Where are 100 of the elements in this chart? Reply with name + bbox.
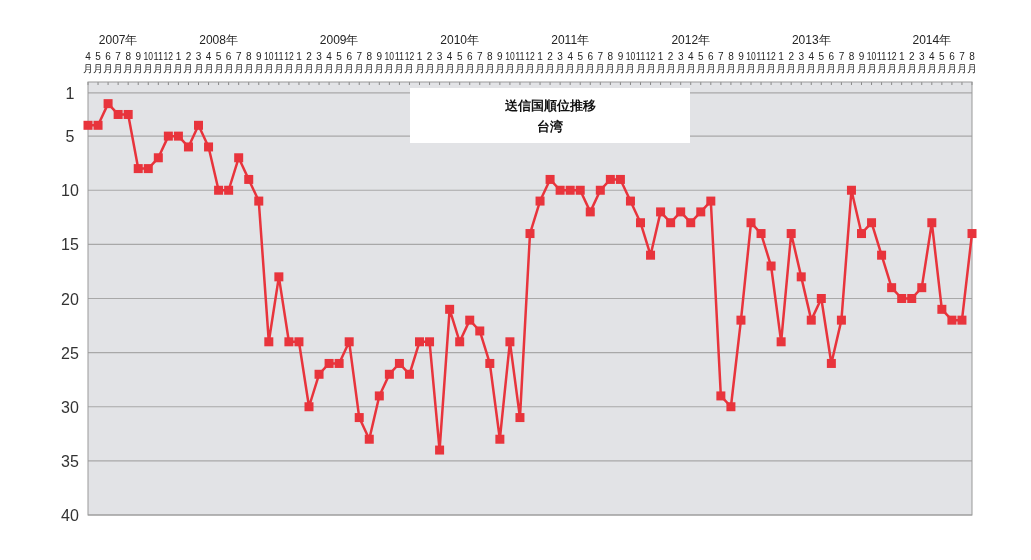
x-tick-label: 1月 — [293, 51, 304, 74]
x2-tick-label: 2011年 — [551, 33, 590, 47]
x2-tick-label: 2010年 — [440, 33, 480, 47]
x2-tick-label: 2009年 — [319, 33, 359, 47]
y-tick-label: 15 — [61, 236, 79, 254]
y-tick-label: 35 — [61, 452, 79, 470]
x-tick-label: 8月 — [725, 51, 736, 74]
x-tick-label: 11月 — [876, 51, 888, 74]
x-tick-label: 12月 — [283, 51, 296, 74]
x-tick-label: 4月 — [926, 51, 937, 74]
x-tick-label: 4月 — [203, 51, 214, 74]
x-tick-label: 2月 — [665, 51, 676, 74]
x-tick-label: 12月 — [645, 51, 657, 74]
x-tick-label: 7月 — [233, 51, 244, 74]
x-tick-label: 11月 — [394, 51, 406, 74]
x-tick-label: 5月 — [936, 51, 947, 74]
x-tick-label: 3月 — [675, 51, 686, 74]
y-tick-label: 1 — [65, 84, 75, 102]
x-tick-label: 2月 — [183, 51, 194, 74]
x-tick-label: 1月 — [655, 51, 666, 74]
x-tick-label: 9月 — [735, 51, 746, 74]
x-tick-label: 3月 — [555, 51, 566, 74]
x-tick-label: 6月 — [705, 51, 716, 74]
x-tick-label: 6月 — [344, 51, 355, 74]
x2-tick-label: 2012年 — [671, 33, 711, 47]
x-tick-label: 10月 — [504, 51, 517, 74]
x-tick-label: 3月 — [796, 51, 807, 74]
text: 送信国順位推移 — [503, 98, 596, 113]
x-tick-label: 11月 — [756, 51, 767, 74]
y-tick-label: 25 — [61, 344, 79, 362]
y-tick-label: 20 — [61, 290, 79, 308]
x-tick-label: 11月 — [273, 51, 285, 74]
x-tick-label: 9月 — [615, 51, 626, 74]
x-tick-label: 8月 — [846, 51, 857, 74]
x-tick-label: 7月 — [836, 51, 847, 74]
x-tick-label: 9月 — [253, 51, 264, 74]
x-tick-label: 1月 — [896, 51, 907, 74]
x-tick-label: 2月 — [906, 51, 917, 74]
x-tick-label: 8月 — [243, 51, 254, 74]
x-tick-label: 5月 — [816, 51, 827, 74]
x-tick-label: 7月 — [595, 51, 606, 74]
x-tick-label: 9月 — [133, 51, 144, 74]
x-tick-label: 8月 — [364, 51, 375, 74]
x-tick-label: 2月 — [545, 51, 556, 74]
x-tick-label: 7月 — [113, 51, 124, 74]
x-tick-label: 2月 — [786, 51, 797, 74]
x-tick-label: 6月 — [103, 51, 114, 74]
x-tick-label: 11月 — [153, 51, 164, 74]
x-tick-label: 6月 — [946, 51, 957, 74]
x-tick-label: 1月 — [535, 51, 546, 74]
x-tick-label: 4月 — [83, 51, 93, 74]
x-tick-label: 7月 — [474, 51, 485, 74]
x-tick-label: 12月 — [525, 51, 537, 74]
x-tick-label: 8月 — [123, 51, 134, 74]
x-tick-label: 4月 — [444, 51, 455, 74]
x-tick-label: 3月 — [193, 51, 204, 74]
y-tick-label: 40 — [61, 507, 79, 524]
x-tick-label: 9月 — [856, 51, 867, 74]
x2-tick-label: 2013年 — [791, 33, 831, 47]
x-tick-label: 5月 — [334, 51, 345, 74]
x-tick-label: 1月 — [173, 51, 184, 74]
x-tick-label: 5月 — [93, 51, 104, 74]
x-tick-label: 4月 — [806, 51, 817, 74]
x-tick-label: 12月 — [404, 51, 416, 74]
x-tick-label: 6月 — [223, 51, 234, 74]
x-tick-label: 6月 — [585, 51, 596, 74]
x-tick-label: 5月 — [695, 51, 706, 74]
x-tick-label: 6月 — [464, 51, 475, 74]
x-tick-label: 8月 — [967, 51, 977, 74]
y-tick-label: 5 — [65, 128, 75, 146]
x-tick-label: 4月 — [685, 51, 696, 74]
x-tick-label: 9月 — [494, 51, 505, 74]
x-tick-label: 5月 — [454, 51, 465, 74]
x-tick-label: 4月 — [565, 51, 576, 74]
x-tick-label: 12月 — [886, 51, 899, 74]
x-tick-label: 11月 — [514, 51, 526, 74]
x-tick-label: 10月 — [746, 51, 758, 74]
x-tick-label: 3月 — [314, 51, 325, 74]
x-tick-label: 5月 — [575, 51, 586, 74]
x2-tick-label: 2007年 — [98, 33, 138, 47]
x-tick-label: 10月 — [625, 51, 637, 74]
x2-tick-label: 2008年 — [199, 33, 238, 47]
x-tick-label: 3月 — [916, 51, 927, 74]
x-tick-label: 2月 — [424, 51, 435, 74]
text: 台湾 — [537, 119, 563, 134]
x-tick-label: 6月 — [826, 51, 837, 74]
x2-tick-label: 2014年 — [912, 33, 952, 47]
x-tick-label: 8月 — [484, 51, 495, 74]
x-tick-label: 2月 — [304, 51, 314, 74]
x-tick-label: 3月 — [434, 51, 445, 74]
x-tick-label: 12月 — [163, 51, 175, 74]
x-tick-label: 7月 — [354, 51, 365, 74]
x-tick-label: 10月 — [143, 51, 155, 74]
y-tick-label: 30 — [61, 398, 79, 416]
x-tick-label: 11月 — [635, 51, 647, 74]
y-tick-label: 10 — [61, 182, 79, 200]
x-tick-label: 1月 — [414, 51, 425, 74]
x-tick-label: 7月 — [715, 51, 726, 74]
x-tick-label: 4月 — [324, 51, 335, 74]
x-tick-label: 8月 — [605, 51, 616, 74]
